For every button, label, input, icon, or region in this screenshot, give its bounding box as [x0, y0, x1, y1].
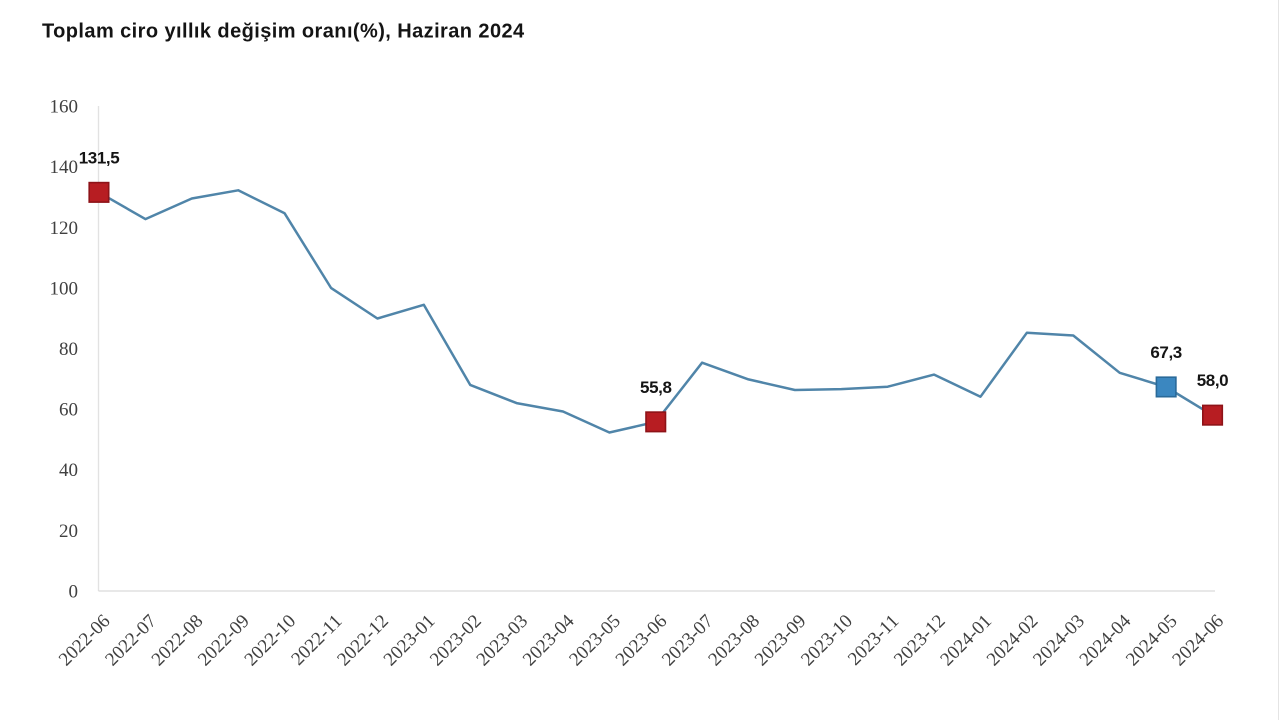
- svg-text:120: 120: [50, 218, 79, 239]
- svg-text:80: 80: [59, 339, 78, 360]
- svg-text:40: 40: [59, 460, 78, 481]
- svg-text:131,5: 131,5: [79, 148, 120, 167]
- svg-text:Toplam ciro yıllık değişim ora: Toplam ciro yıllık değişim oranı(%), Haz…: [42, 21, 525, 43]
- svg-text:100: 100: [50, 278, 79, 299]
- svg-text:58,0: 58,0: [1197, 371, 1229, 390]
- svg-text:0: 0: [69, 582, 79, 603]
- svg-text:20: 20: [59, 521, 78, 542]
- svg-text:55,8: 55,8: [640, 378, 672, 397]
- svg-text:67,3: 67,3: [1150, 343, 1182, 362]
- svg-text:160: 160: [50, 97, 79, 118]
- svg-text:60: 60: [59, 400, 78, 421]
- svg-text:140: 140: [50, 157, 79, 178]
